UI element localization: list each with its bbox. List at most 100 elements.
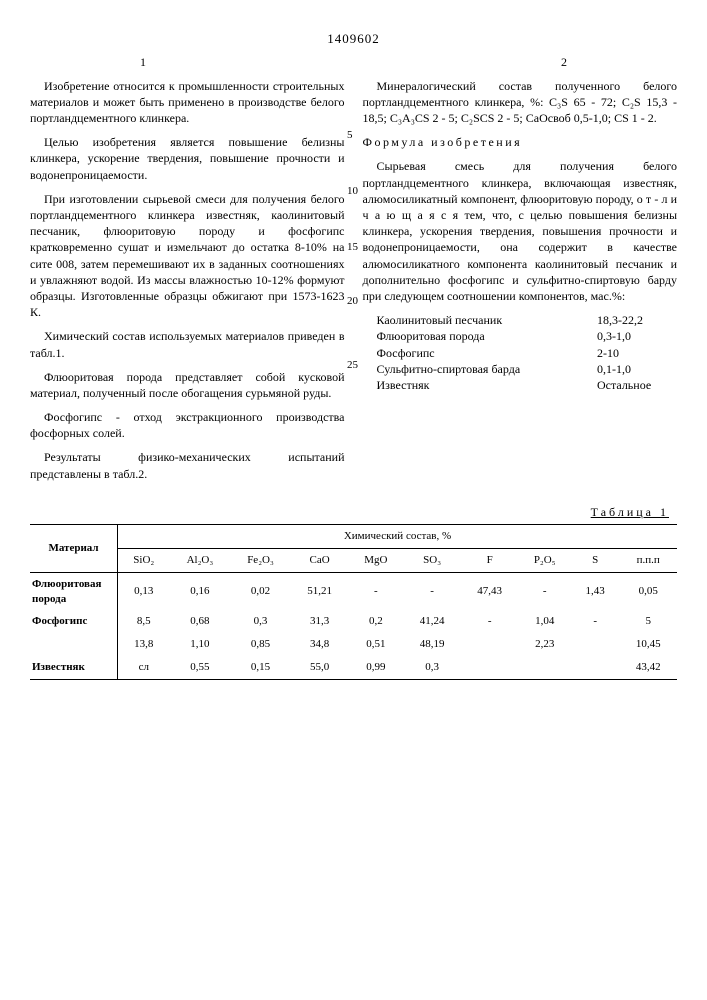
component-value: Остальное [597, 377, 677, 393]
component-value: 18,3-22,2 [597, 312, 677, 328]
cell: 0,68 [170, 610, 231, 633]
cell: - [348, 572, 403, 610]
cell: 34,8 [291, 633, 349, 656]
th: Al₂O₃ [170, 548, 231, 572]
formula-title: Формула изобретения [363, 134, 678, 150]
cell-material: Фосфогипс [30, 610, 118, 633]
col-right-num: 2 [561, 54, 567, 70]
composition-table: Материал Химический состав, % SiO₂ Al₂O₃… [30, 524, 677, 680]
table-row: Известняксл0,550,1555,00,990,3 43,42 [30, 656, 677, 679]
cell [518, 656, 571, 679]
component-label: Фосфогипс [377, 345, 598, 361]
line-num: 25 [347, 358, 358, 373]
cell: 47,43 [461, 572, 519, 610]
cell: 0,99 [348, 656, 403, 679]
th: п.п.п [619, 548, 677, 572]
component-label: Сульфитно-спиртовая барда [377, 361, 598, 377]
th-group: Химический состав, % [118, 525, 678, 549]
left-column: Изобретение относится к промышленности с… [30, 78, 345, 490]
cell-material [30, 633, 118, 656]
para: Минералогический состав полученного бело… [363, 78, 678, 127]
cell: - [518, 572, 571, 610]
cell: 0,15 [230, 656, 291, 679]
para: Изобретение относится к промышленности с… [30, 78, 345, 127]
th: CaO [291, 548, 349, 572]
table-row: Флюоритовая порода0,130,160,0251,21--47,… [30, 572, 677, 610]
cell: 51,21 [291, 572, 349, 610]
component-row: Фосфогипс 2-10 [363, 345, 678, 361]
cell: 13,8 [118, 633, 170, 656]
th: S [571, 548, 619, 572]
cell: 2,23 [518, 633, 571, 656]
th: F [461, 548, 519, 572]
cell: 43,42 [619, 656, 677, 679]
cell: 0,2 [348, 610, 403, 633]
line-num: 20 [347, 294, 358, 309]
cell: сл [118, 656, 170, 679]
para: При изготовлении сырьевой смеси для полу… [30, 191, 345, 321]
table-row: Фосфогипс8,50,680,331,30,241,24-1,04-5 [30, 610, 677, 633]
th: MgO [348, 548, 403, 572]
cell: - [403, 572, 461, 610]
para: Фосфогипс - отход экстракционного произв… [30, 409, 345, 441]
cell: 0,02 [230, 572, 291, 610]
column-numbers: 1 2 [30, 54, 677, 70]
cell-material: Флюоритовая порода [30, 572, 118, 610]
table-caption: Таблица 1 [30, 504, 669, 520]
component-list: Каолинитовый песчаник 18,3-22,2 Флюорито… [363, 312, 678, 393]
component-value: 2-10 [597, 345, 677, 361]
cell: 0,51 [348, 633, 403, 656]
line-num: 10 [347, 184, 358, 199]
cell [571, 656, 619, 679]
para: Химический состав используемых материало… [30, 328, 345, 360]
cell: 48,19 [403, 633, 461, 656]
cell [461, 656, 519, 679]
component-label: Известняк [377, 377, 598, 393]
doc-number: 1409602 [30, 30, 677, 48]
cell: 0,13 [118, 572, 170, 610]
component-row: Флюоритовая порода 0,3-1,0 [363, 328, 678, 344]
cell: 5 [619, 610, 677, 633]
cell: 1,43 [571, 572, 619, 610]
th: SO₃ [403, 548, 461, 572]
component-value: 0,1-1,0 [597, 361, 677, 377]
cell: 1,10 [170, 633, 231, 656]
para: Флюоритовая порода представляет собой ку… [30, 369, 345, 401]
cell: - [571, 610, 619, 633]
cell: 55,0 [291, 656, 349, 679]
cell: 10,45 [619, 633, 677, 656]
para: Сырьевая смесь для получения белого порт… [363, 158, 678, 304]
cell: 31,3 [291, 610, 349, 633]
right-column: Минералогический состав полученного бело… [363, 78, 678, 490]
line-num: 5 [347, 128, 353, 143]
para: Результаты физико-механических испытаний… [30, 449, 345, 481]
cell: 0,85 [230, 633, 291, 656]
component-label: Каолинитовый песчаник [377, 312, 598, 328]
cell: - [461, 610, 519, 633]
cell-material: Известняк [30, 656, 118, 679]
th: SiO₂ [118, 548, 170, 572]
cell: 0,16 [170, 572, 231, 610]
cell: 0,3 [403, 656, 461, 679]
cell: 41,24 [403, 610, 461, 633]
col-left-num: 1 [140, 54, 146, 70]
body-wrap: 5 10 15 20 25 Изобретение относится к пр… [30, 78, 677, 490]
cell: 0,55 [170, 656, 231, 679]
component-value: 0,3-1,0 [597, 328, 677, 344]
cell: 1,04 [518, 610, 571, 633]
component-row: Известняк Остальное [363, 377, 678, 393]
th: P₂O₅ [518, 548, 571, 572]
cell: 8,5 [118, 610, 170, 633]
line-num: 15 [347, 240, 358, 255]
cell: 0,05 [619, 572, 677, 610]
component-row: Сульфитно-спиртовая барда 0,1-1,0 [363, 361, 678, 377]
cell: 0,3 [230, 610, 291, 633]
cell [461, 633, 519, 656]
component-label: Флюоритовая порода [377, 328, 598, 344]
th-material: Материал [30, 525, 118, 573]
para: Целью изобретения является повышение бел… [30, 134, 345, 183]
cell [571, 633, 619, 656]
th: Fe₂O₃ [230, 548, 291, 572]
component-row: Каолинитовый песчаник 18,3-22,2 [363, 312, 678, 328]
table-row: 13,81,100,8534,80,5148,19 2,23 10,45 [30, 633, 677, 656]
